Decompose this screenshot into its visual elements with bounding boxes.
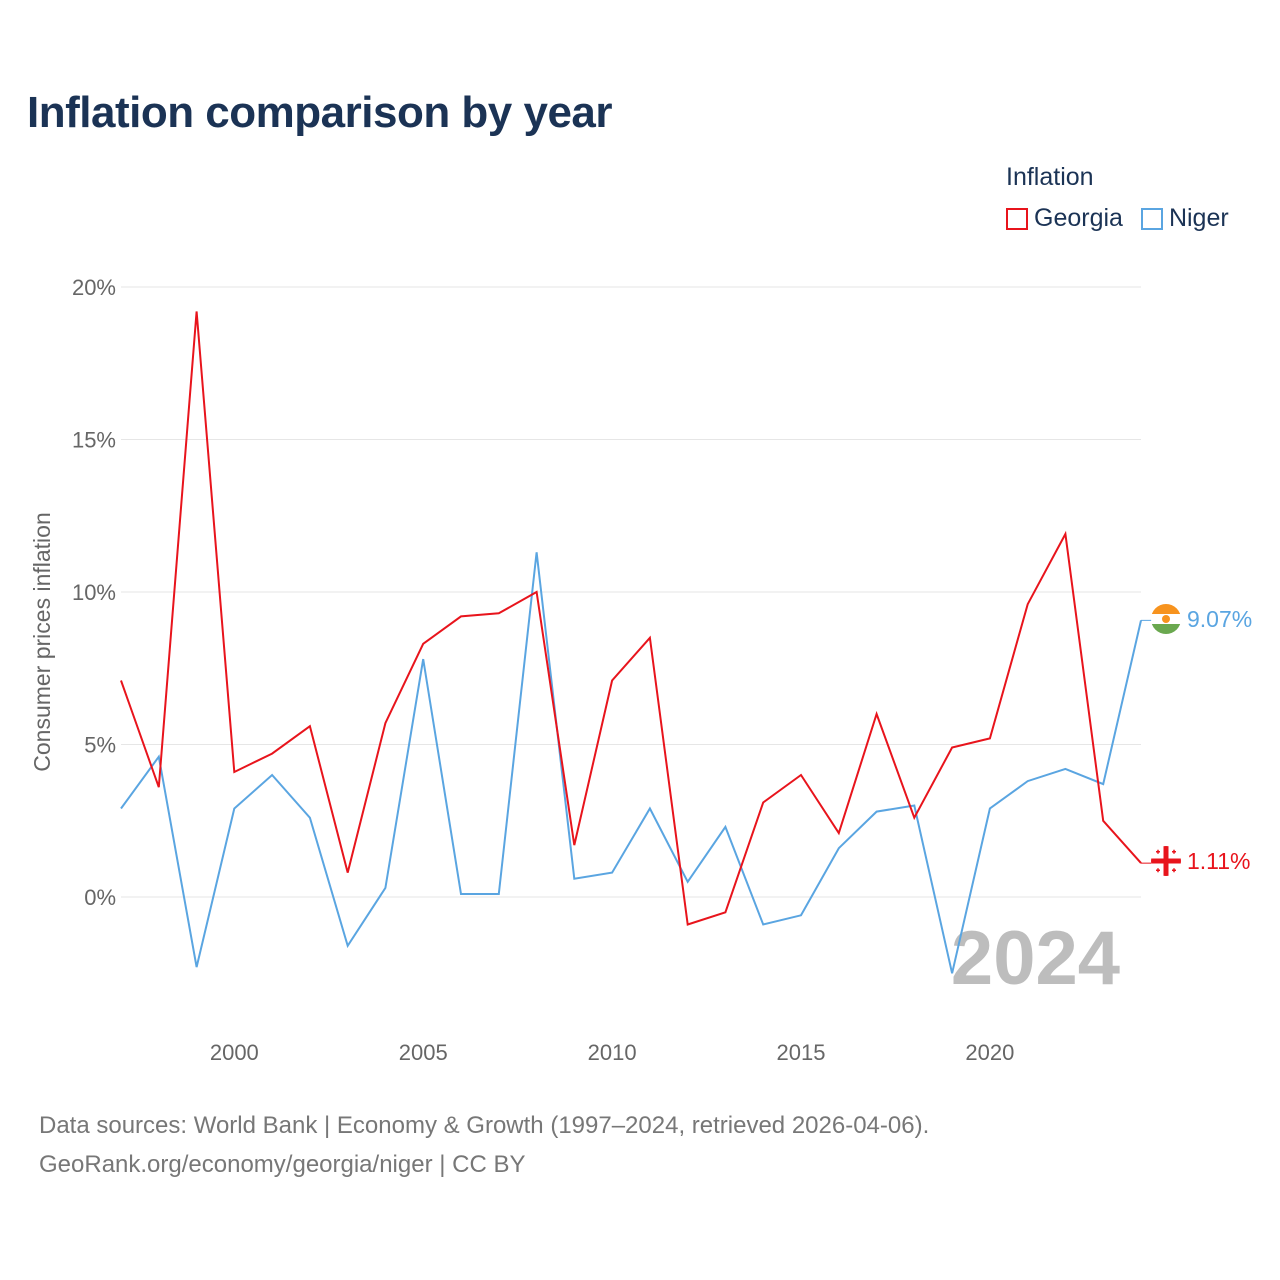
niger-end-label: 9.07% xyxy=(1187,606,1252,632)
y-tick-label: 0% xyxy=(84,885,116,910)
x-axis-ticks: 2000 2005 2010 2015 2020 xyxy=(210,1040,1015,1065)
y-tick-label: 10% xyxy=(72,580,116,605)
legend-item-georgia[interactable]: Georgia xyxy=(1006,204,1123,233)
legend-label-niger: Niger xyxy=(1168,204,1229,232)
data-sources: Data sources: World Bank | Economy & Gro… xyxy=(39,1106,929,1184)
x-tick-label: 2000 xyxy=(210,1040,259,1065)
series-line-georgia[interactable] xyxy=(120,311,1142,926)
legend-item-niger[interactable]: Niger xyxy=(1140,204,1229,233)
y-tick-label: 15% xyxy=(72,428,116,453)
x-tick-label: 2005 xyxy=(399,1040,448,1065)
legend: Georgia Niger xyxy=(1006,204,1229,233)
georgia-flag-icon xyxy=(1151,846,1181,876)
georgia-end-label: 1.11% xyxy=(1187,848,1251,874)
series-lines xyxy=(120,311,1152,974)
niger-flag-icon xyxy=(1151,604,1181,634)
x-tick-label: 2020 xyxy=(965,1040,1014,1065)
legend-swatch-niger xyxy=(1140,207,1163,230)
year-watermark: 2024 xyxy=(951,916,1120,1001)
sources-line-1: Data sources: World Bank | Economy & Gro… xyxy=(39,1112,930,1139)
y-axis-label: Consumer prices inflation xyxy=(29,512,55,772)
y-axis-ticks: 0% 5% 10% 15% 20% xyxy=(72,275,116,910)
chart-title: Inflation comparison by year xyxy=(27,88,613,137)
y-tick-label: 20% xyxy=(72,275,116,300)
legend-title: Inflation xyxy=(1006,163,1094,191)
x-tick-label: 2015 xyxy=(777,1040,826,1065)
legend-swatch-georgia xyxy=(1006,207,1028,230)
legend-label-georgia: Georgia xyxy=(1034,204,1123,232)
series-line-niger[interactable] xyxy=(120,552,1142,974)
x-tick-label: 2010 xyxy=(588,1040,637,1065)
y-tick-label: 5% xyxy=(84,733,116,758)
grid-lines xyxy=(121,286,1141,898)
sources-line-2: GeoRank.org/economy/georgia/niger | CC B… xyxy=(39,1151,526,1178)
